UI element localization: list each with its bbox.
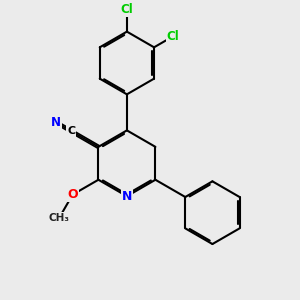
Text: Cl: Cl (121, 3, 133, 16)
Text: CH₃: CH₃ (49, 213, 70, 223)
Text: Cl: Cl (167, 30, 179, 43)
Text: N: N (122, 190, 132, 203)
Text: O: O (67, 188, 78, 201)
Text: N: N (51, 116, 61, 129)
Text: C: C (67, 126, 75, 136)
